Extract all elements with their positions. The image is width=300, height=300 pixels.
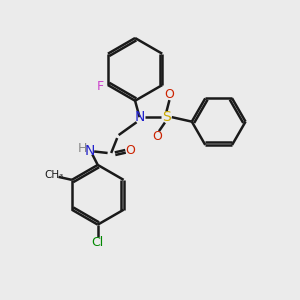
Text: O: O xyxy=(152,130,162,143)
Text: O: O xyxy=(164,88,174,101)
Text: S: S xyxy=(162,110,171,124)
Text: O: O xyxy=(126,143,136,157)
Text: F: F xyxy=(97,80,104,93)
Text: Cl: Cl xyxy=(92,236,104,249)
Text: CH₃: CH₃ xyxy=(44,170,64,180)
Text: H: H xyxy=(78,142,88,155)
Text: N: N xyxy=(85,145,95,158)
Text: N: N xyxy=(134,110,145,124)
